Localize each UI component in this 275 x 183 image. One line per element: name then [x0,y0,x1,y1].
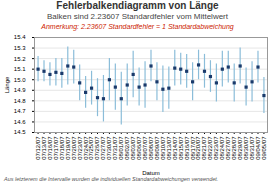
svg-text:07/12/07: 07/12/07 [35,136,41,160]
svg-text:08/08/07: 08/08/07 [147,136,154,160]
svg-text:08/06/07: 08/06/07 [136,136,142,160]
svg-text:08/03/07: 08/03/07 [130,136,137,160]
svg-text:08/01/07: 08/01/07 [118,136,125,160]
svg-text:07/25/07: 07/25/07 [88,136,95,160]
svg-text:08/21/07: 08/21/07 [201,136,208,160]
svg-text:14.5: 14.5 [14,129,26,135]
svg-text:08/30/07: 08/30/07 [243,136,249,160]
svg-text:07/17/07: 07/17/07 [52,136,59,160]
svg-text:15.0: 15.0 [14,77,26,83]
html-text:Aus letzterem die Intervalle w: Aus letzterem die Intervalle wurden die … [4,176,219,182]
svg-text:08/09/07: 08/09/07 [153,136,160,160]
svg-text:08/07/07: 08/07/07 [142,136,148,160]
svg-text:07/31/07: 07/31/07 [112,136,119,160]
svg-text:08/28/07: 08/28/07 [231,136,238,160]
svg-text:14.8: 14.8 [14,98,26,104]
html-text:Balken sind 2.23607 Standardfe: Balken sind 2.23607 Standardfehler vom M… [47,12,228,21]
svg-text:08/23/07: 08/23/07 [213,136,220,160]
svg-text:14.6: 14.6 [14,119,26,125]
svg-text:15.2: 15.2 [14,56,26,62]
svg-text:07/27/07: 07/27/07 [100,136,107,160]
svg-text:08/24/07: 08/24/07 [219,136,226,160]
svg-text:15.3: 15.3 [14,45,26,51]
svg-text:Länge: Länge [4,76,10,93]
svg-text:08/27/07: 08/27/07 [225,136,232,160]
svg-text:08/13/07: 08/13/07 [165,136,172,160]
svg-text:08/14/07: 08/14/07 [171,136,178,160]
svg-text:08/20/07: 08/20/07 [195,136,202,160]
svg-text:07/19/07: 07/19/07 [64,136,71,160]
svg-text:07/30/07: 07/30/07 [106,136,113,160]
svg-text:09/04/07: 09/04/07 [254,136,261,160]
svg-text:Datum: Datum [142,170,160,176]
svg-text:07/16/07: 07/16/07 [46,136,53,160]
html-text:Fehlerbalkendiagramm von Länge: Fehlerbalkendiagramm von Länge [56,0,219,11]
svg-text:08/17/07: 08/17/07 [189,136,196,160]
svg-text:07/23/07: 07/23/07 [76,136,83,160]
svg-text:15.4: 15.4 [14,34,26,40]
html-text:Anmerkung: 2.23607 Standardfeh: Anmerkung: 2.23607 Standardfehler = 1 St… [41,23,234,30]
svg-text:07/18/07: 07/18/07 [58,136,65,160]
svg-text:09/05/07: 09/05/07 [261,136,267,160]
svg-text:08/02/07: 08/02/07 [124,136,131,160]
svg-text:08/22/07: 08/22/07 [207,136,214,160]
svg-text:08/16/07: 08/16/07 [183,136,190,160]
svg-text:07/26/07: 07/26/07 [94,136,101,160]
svg-text:07/20/07: 07/20/07 [70,136,77,160]
svg-text:15.1: 15.1 [14,66,26,72]
svg-text:08/10/07: 08/10/07 [159,136,166,160]
svg-text:07/24/07: 07/24/07 [82,136,89,160]
svg-text:14.9: 14.9 [14,87,26,93]
svg-text:08/15/07: 08/15/07 [177,136,184,160]
svg-text:08/31/07: 08/31/07 [249,136,255,160]
svg-text:07/13/07: 07/13/07 [40,136,47,160]
svg-text:08/29/07: 08/29/07 [237,136,244,160]
svg-text:14.7: 14.7 [14,108,26,114]
